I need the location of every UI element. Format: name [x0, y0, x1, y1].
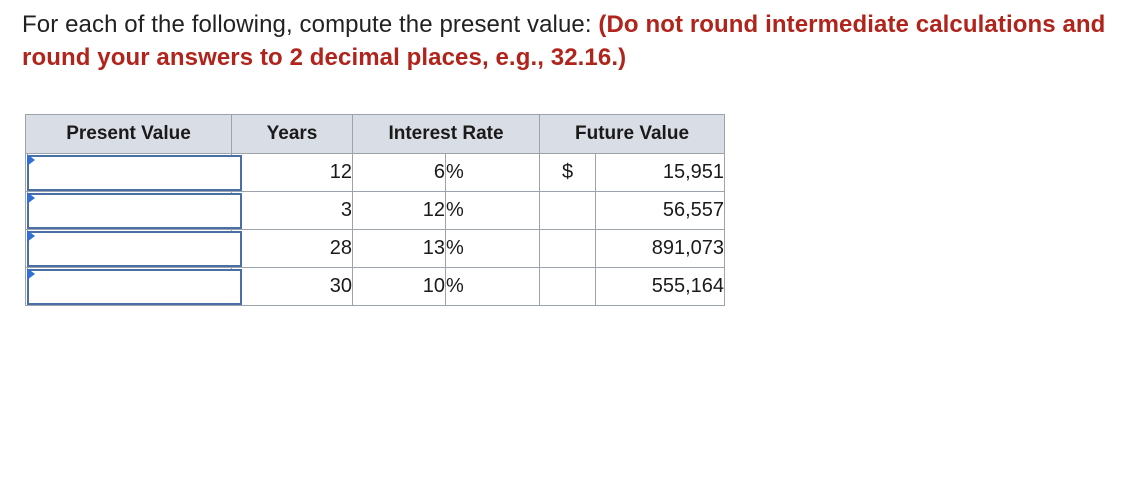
table-row: 12 6 % $ 15,951 — [25, 153, 725, 192]
present-value-cell — [25, 153, 242, 192]
present-value-input[interactable] — [27, 193, 242, 229]
interest-rate-cell: 13 — [352, 229, 446, 268]
future-value-cell: 891,073 — [595, 229, 725, 268]
years-cell: 30 — [231, 267, 353, 306]
instructions-lead: For each of the following, compute the p… — [22, 11, 599, 38]
future-value-cell: 555,164 — [595, 267, 725, 306]
header-future-value: Future Value — [539, 114, 725, 154]
present-value-table: Present Value Years Interest Rate Future… — [25, 114, 725, 306]
currency-symbol — [539, 191, 596, 230]
table-header-row: Present Value Years Interest Rate Future… — [25, 114, 725, 154]
percent-sign: % — [445, 191, 540, 230]
currency-symbol — [539, 229, 596, 268]
answer-flag-icon — [27, 268, 35, 280]
percent-sign: % — [445, 229, 540, 268]
table-row: 3 12 % 56,557 — [25, 191, 725, 230]
header-present-value: Present Value — [25, 114, 232, 154]
future-value-cell: 15,951 — [595, 153, 725, 192]
future-value-cell: 56,557 — [595, 191, 725, 230]
present-value-cell — [25, 229, 242, 268]
interest-rate-cell: 12 — [352, 191, 446, 230]
instructions-emphasis: (Do not round intermediate calculations … — [22, 11, 1106, 71]
answer-flag-icon — [27, 192, 35, 204]
present-value-input[interactable] — [27, 231, 242, 267]
table-row: 28 13 % 891,073 — [25, 229, 725, 268]
header-interest-rate: Interest Rate — [352, 114, 540, 154]
present-value-input[interactable] — [27, 155, 242, 191]
percent-sign: % — [445, 153, 540, 192]
instructions: For each of the following, compute the p… — [22, 8, 1112, 74]
present-value-cell — [25, 267, 242, 306]
years-cell: 28 — [231, 229, 353, 268]
currency-symbol: $ — [539, 153, 596, 192]
answer-flag-icon — [27, 230, 35, 242]
present-value-input[interactable] — [27, 269, 242, 305]
interest-rate-cell: 10 — [352, 267, 446, 306]
percent-sign: % — [445, 267, 540, 306]
currency-symbol — [539, 267, 596, 306]
answer-flag-icon — [27, 154, 35, 166]
header-years: Years — [231, 114, 353, 154]
interest-rate-cell: 6 — [352, 153, 446, 192]
years-cell: 3 — [231, 191, 353, 230]
present-value-cell — [25, 191, 242, 230]
table-row: 30 10 % 555,164 — [25, 267, 725, 306]
years-cell: 12 — [231, 153, 353, 192]
